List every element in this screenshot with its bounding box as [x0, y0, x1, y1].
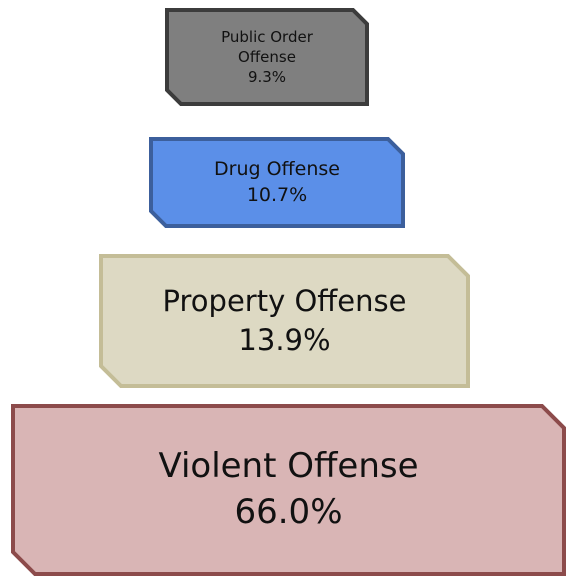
- offense-box: [99, 254, 470, 388]
- box-value: 13.9%: [238, 323, 331, 357]
- box-text: Drug Offense 10.7%: [151, 139, 403, 226]
- box-text: Property Offense 13.9%: [101, 256, 468, 386]
- box-label: Public Order Offense: [221, 27, 313, 66]
- offense-box: [165, 8, 369, 106]
- offense-box: [149, 137, 405, 228]
- box-value: 10.7%: [246, 183, 308, 206]
- box-value: 9.3%: [247, 68, 287, 87]
- offense-box: [11, 404, 566, 576]
- box-text: Public Order Offense 9.3%: [167, 10, 367, 104]
- box-label: Drug Offense: [214, 157, 340, 180]
- box-label: Property Offense: [162, 283, 407, 318]
- box-value: 66.0%: [234, 492, 343, 532]
- box-label: Violent Offense: [158, 446, 419, 487]
- box-text: Violent Offense 66.0%: [13, 406, 564, 574]
